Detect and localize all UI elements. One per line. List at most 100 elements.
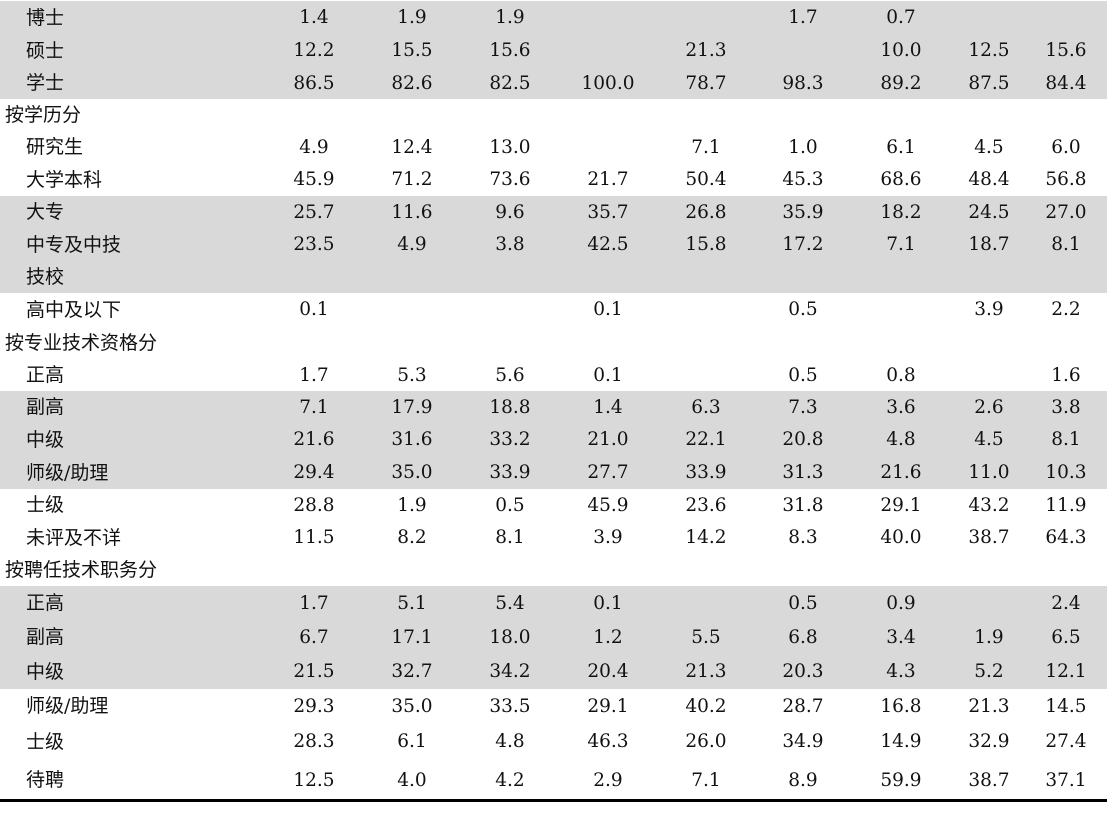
table-cell: 28.8 — [293, 495, 335, 516]
table-row: 副高 6.7 17.1 18.0 1.2 5.5 6.8 3.4 1.9 6.5 — [0, 620, 1107, 654]
table-cell — [661, 99, 751, 131]
table-cell: 29.1 — [880, 495, 922, 516]
table-cell — [563, 554, 653, 586]
table-cell: 15.8 — [685, 234, 727, 255]
table-cell: 86.5 — [293, 73, 335, 94]
row-label: 研究生 — [26, 136, 84, 158]
table-cell: 50.4 — [685, 169, 727, 190]
section-heading-row: 按学历分 — [0, 99, 1107, 131]
row-label: 正高 — [26, 364, 65, 386]
table-cell: 3.8 — [1051, 397, 1081, 418]
table-cell: 21.3 — [685, 661, 727, 682]
table-cell: 6.3 — [691, 397, 721, 418]
table-cell — [465, 554, 555, 586]
table-cell: 17.9 — [391, 397, 433, 418]
table-cell: 11.0 — [968, 462, 1010, 483]
table-cell — [269, 261, 359, 293]
table-cell — [465, 261, 555, 293]
table-cell: 21.5 — [293, 661, 335, 682]
table-row: 士级 28.3 6.1 4.8 46.3 26.0 34.9 14.9 32.9 27.4 — [0, 723, 1107, 760]
table-cell: 17.1 — [391, 627, 433, 648]
table-cell: 64.3 — [1045, 527, 1087, 548]
table-cell: 71.2 — [391, 169, 433, 190]
table-cell — [856, 261, 946, 293]
table-row: 中级 21.5 32.7 34.2 20.4 21.3 20.3 4.3 5.2 12.1 — [0, 654, 1107, 689]
table-cell — [856, 293, 946, 326]
table-cell: 28.7 — [782, 696, 824, 717]
table-cell: 12.1 — [1045, 661, 1087, 682]
table-cell: 7.1 — [886, 234, 916, 255]
table-row: 大学本科 45.9 71.2 73.6 21.7 50.4 45.3 68.6 48.4 56.8 — [0, 163, 1107, 196]
table-cell: 35.0 — [391, 696, 433, 717]
table-cell: 5.4 — [495, 593, 525, 614]
table-cell — [661, 261, 751, 293]
table-cell: 43.2 — [968, 495, 1010, 516]
table-cell: 5.2 — [974, 661, 1004, 682]
table-cell: 11.9 — [1045, 495, 1087, 516]
table-cell: 17.2 — [782, 234, 824, 255]
table-cell — [661, 1, 751, 34]
table-cell: 27.7 — [587, 462, 629, 483]
table-cell: 28.3 — [293, 731, 335, 752]
table-cell — [367, 261, 457, 293]
table-cell: 8.1 — [495, 527, 525, 548]
table-cell — [1021, 1, 1107, 34]
table-cell — [1021, 326, 1107, 359]
table-cell: 10.0 — [880, 40, 922, 61]
table-cell: 78.7 — [685, 73, 727, 94]
table-cell: 100.0 — [581, 73, 635, 94]
table-cell — [367, 326, 457, 359]
table-cell: 27.0 — [1045, 202, 1087, 223]
table-cell — [563, 261, 653, 293]
table-cell: 3.8 — [495, 234, 525, 255]
table-cell: 1.9 — [397, 7, 427, 28]
table-cell: 32.9 — [968, 731, 1010, 752]
table-row: 高中及以下 0.1 0.1 0.5 3.9 2.2 — [0, 293, 1107, 326]
table-row: 师级/助理 29.4 35.0 33.9 27.7 33.9 31.3 21.6 11.0 10.… — [0, 456, 1107, 489]
table-cell — [758, 99, 848, 131]
table-cell: 40.2 — [685, 696, 727, 717]
table-cell: 7.1 — [691, 137, 721, 158]
table-cell: 21.6 — [880, 462, 922, 483]
table-cell: 0.1 — [299, 299, 329, 320]
table-cell: 31.3 — [782, 462, 824, 483]
table-cell: 37.1 — [1045, 770, 1087, 791]
table-cell: 4.9 — [397, 234, 427, 255]
row-label: 博士 — [26, 7, 65, 29]
table-cell: 6.5 — [1051, 627, 1081, 648]
table-cell: 29.3 — [293, 696, 335, 717]
table-cell: 7.1 — [299, 397, 329, 418]
table-cell: 5.6 — [495, 365, 525, 386]
table-row: 学士 86.5 82.6 82.5 100.0 78.7 98.3 89.2 87.5 84.4 — [0, 67, 1107, 99]
table-cell: 5.1 — [397, 593, 427, 614]
table-cell: 1.4 — [299, 7, 329, 28]
table-row: 研究生 4.9 12.4 13.0 7.1 1.0 6.1 4.5 6.0 — [0, 131, 1107, 163]
table-cell: 22.1 — [685, 429, 727, 450]
table-cell: 14.2 — [685, 527, 727, 548]
table-cell: 33.5 — [489, 696, 531, 717]
table-cell: 20.3 — [782, 661, 824, 682]
table-cell — [1021, 554, 1107, 586]
table-cell: 7.1 — [691, 770, 721, 791]
table-cell: 21.3 — [685, 40, 727, 61]
table-cell: 8.3 — [788, 527, 818, 548]
table-cell: 20.8 — [782, 429, 824, 450]
table-cell: 2.4 — [1051, 593, 1081, 614]
table-cell — [661, 326, 751, 359]
table-cell: 11.6 — [391, 202, 433, 223]
table-cell: 3.9 — [593, 527, 623, 548]
table-cell: 29.4 — [293, 462, 335, 483]
table-cell: 1.7 — [299, 593, 329, 614]
table-cell: 18.0 — [489, 627, 531, 648]
row-label: 中级 — [26, 661, 65, 683]
table-cell: 13.0 — [489, 137, 531, 158]
table-cell: 0.5 — [788, 593, 818, 614]
table-cell — [563, 326, 653, 359]
table-cell: 2.2 — [1051, 299, 1081, 320]
table-cell: 12.5 — [293, 770, 335, 791]
table-cell: 4.0 — [397, 770, 427, 791]
table-cell: 34.9 — [782, 731, 824, 752]
table-cell: 33.2 — [489, 429, 531, 450]
section-heading: 按聘任技术职务分 — [5, 559, 158, 581]
table-row: 副高 7.1 17.9 18.8 1.4 6.3 7.3 3.6 2.6 3.8 — [0, 391, 1107, 423]
